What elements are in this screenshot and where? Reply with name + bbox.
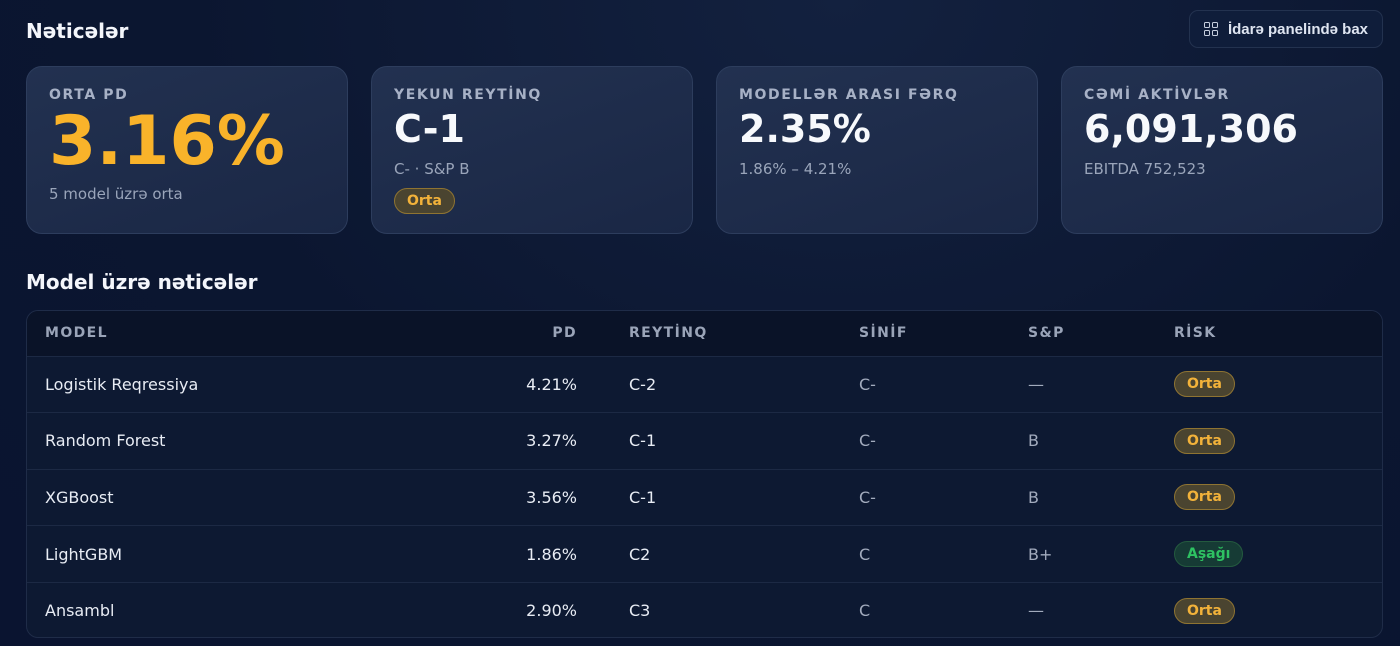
column-header-rating: REYTİNQ [629, 325, 708, 342]
cell-rating: C-1 [629, 487, 657, 507]
card-sub: 5 model üzrə orta [49, 185, 183, 203]
cell-class: C- [859, 487, 876, 507]
column-header-risk: RİSK [1174, 325, 1217, 342]
cell-model: Logistik Reqressiya [45, 374, 199, 394]
cell-pd: 4.21% [526, 374, 577, 394]
table-row: Random Forest 3.27% C-1 C- B Orta [27, 412, 1382, 470]
section-title: Model üzrə nəticələr [26, 270, 258, 294]
final-rating-value: C-1 [394, 107, 465, 151]
card-total-assets: CƏMİ AKTİVLƏR 6,091,306 EBITDA 752,523 [1061, 66, 1383, 234]
card-sub: C- · S&P B [394, 160, 470, 178]
cell-sp: — [1028, 374, 1044, 394]
cell-class: C- [859, 374, 876, 394]
cell-risk: Orta [1156, 413, 1382, 470]
card-average-pd: ORTA PD 3.16% 5 model üzrə orta [26, 66, 348, 234]
average-pd-value: 3.16% [49, 102, 285, 181]
table-row: XGBoost 3.56% C-1 C- B Orta [27, 469, 1382, 526]
cell-risk: Aşağı [1156, 526, 1382, 583]
cell-rating: C-1 [629, 431, 657, 451]
cell-sp: B+ [1028, 544, 1053, 564]
card-label: MODELLƏR ARASI FƏRQ [739, 87, 959, 103]
column-header-pd: PD [552, 325, 577, 342]
risk-badge: Orta [1174, 597, 1235, 624]
card-sub: EBITDA 752,523 [1084, 160, 1206, 178]
column-header-model: MODEL [45, 325, 108, 342]
header: Nəticələr İdarə panelində bax [26, 10, 1383, 48]
view-dashboard-label: İdarə panelində bax [1227, 20, 1368, 38]
page-title: Nəticələr [26, 19, 129, 43]
cell-sp: B [1028, 487, 1039, 507]
cell-pd: 3.56% [526, 487, 577, 507]
cell-rating: C3 [629, 601, 651, 621]
view-dashboard-button[interactable]: İdarə panelində bax [1188, 10, 1383, 48]
cell-rating: C2 [629, 544, 651, 564]
cell-risk: Orta [1156, 469, 1382, 526]
card-label: CƏMİ AKTİVLƏR [1084, 87, 1230, 103]
results-table: MODEL PD REYTİNQ SİNİF S&P RİSK Logistik… [26, 310, 1383, 638]
column-header-class: SİNİF [859, 325, 908, 342]
cell-pd: 1.86% [526, 544, 577, 564]
cell-sp: — [1028, 601, 1044, 621]
cell-class: C [859, 601, 871, 621]
card-model-spread: MODELLƏR ARASI FƏRQ 2.35% 1.86% – 4.21% [716, 66, 1038, 234]
card-label: ORTA PD [49, 87, 129, 103]
cell-risk: Orta [1156, 582, 1382, 637]
cell-pd: 3.27% [526, 431, 577, 451]
cell-model: XGBoost [45, 487, 114, 507]
model-spread-value: 2.35% [739, 107, 871, 151]
cell-model: Random Forest [45, 431, 166, 451]
cell-model: LightGBM [45, 544, 123, 564]
table-row: LightGBM 1.86% C2 C B+ Aşağı [27, 525, 1382, 583]
card-final-rating: YEKUN REYTİNQ C-1 C- · S&P B Orta [371, 66, 693, 234]
cell-risk: Orta [1156, 356, 1382, 413]
risk-badge: Orta [1174, 484, 1235, 511]
risk-badge: Aşağı [1174, 541, 1244, 568]
grid-icon [1203, 22, 1218, 36]
table-row: Logistik Reqressiya 4.21% C-2 C- — Orta [27, 356, 1382, 413]
risk-badge: Orta [1174, 371, 1235, 398]
cell-rating: C-2 [629, 374, 657, 394]
risk-badge: Orta [1174, 427, 1235, 454]
table-header-row: MODEL PD REYTİNQ SİNİF S&P RİSK [27, 311, 1382, 356]
total-assets-value: 6,091,306 [1084, 107, 1298, 151]
cell-pd: 2.90% [526, 601, 577, 621]
cell-class: C [859, 544, 871, 564]
summary-cards: ORTA PD 3.16% 5 model üzrə orta YEKUN RE… [26, 66, 1383, 234]
table-row: Ansambl 2.90% C3 C — Orta [27, 582, 1382, 637]
cell-model: Ansambl [45, 601, 115, 621]
card-sub: 1.86% – 4.21% [739, 160, 852, 178]
card-label: YEKUN REYTİNQ [394, 87, 542, 103]
cell-sp: B [1028, 431, 1039, 451]
column-header-sp: S&P [1028, 325, 1065, 342]
risk-badge: Orta [394, 188, 455, 214]
cell-class: C- [859, 431, 876, 451]
